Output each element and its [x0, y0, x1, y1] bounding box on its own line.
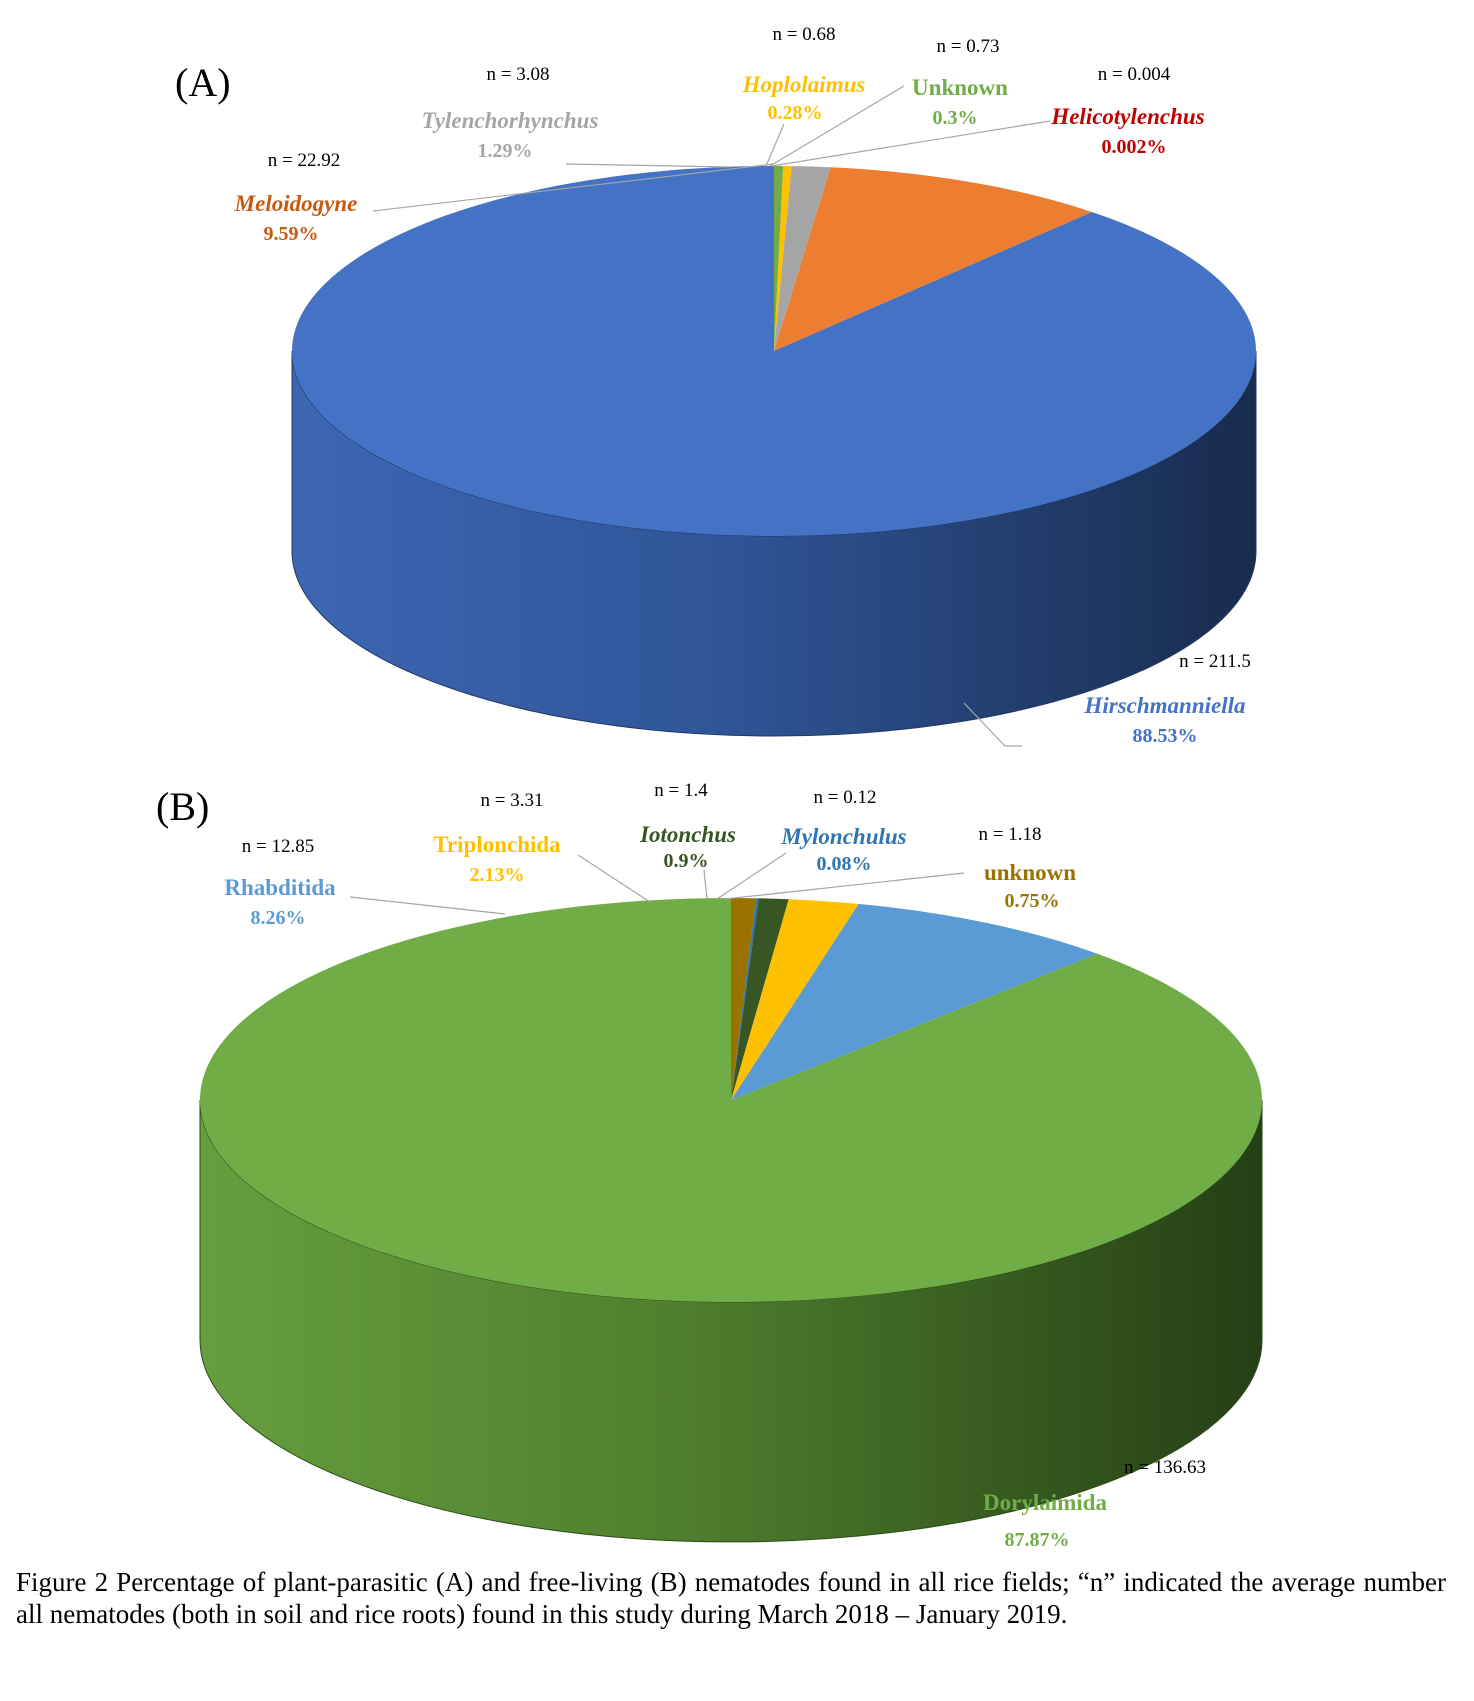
figure-canvas: (A) n = 22.92 Meloidogyne 9.59% n = 3.08… [156, 24, 1263, 1551]
figure-caption: Figure 2 Percentage of plant-parasitic (… [16, 1567, 1446, 1629]
n-label-mylonchulus: n = 0.12 [814, 787, 877, 808]
name-label-unknown-a: Unknown [912, 75, 1008, 100]
pie-slice-meloidogyne [774, 167, 1092, 351]
n-label-dorylaimida: n = 136.63 [1124, 1457, 1206, 1478]
pie-slice-rhabditida [731, 903, 1098, 1100]
pie-chart-a: (A) n = 22.92 Meloidogyne 9.59% n = 3.08… [175, 24, 1257, 747]
pie-b-body [199, 898, 1263, 1543]
leader-hoplolaimus [765, 123, 785, 167]
pie-slice-iotonchus [731, 898, 789, 1100]
leader-iotonchus [703, 869, 708, 900]
pie-slice-unknown [731, 898, 757, 1100]
name-label-hoplolaimus: Hoplolaimus [742, 72, 866, 97]
name-label-triplonchida: Triplonchida [433, 832, 561, 857]
pct-label-mylonchulus: 0.08% [817, 853, 872, 875]
name-label-mylonchulus: Mylonchulus [780, 824, 906, 849]
pie-slice-hoplolaimus [774, 166, 792, 351]
pie-side-wall [199, 1099, 1263, 1543]
n-label-unknown-a: n = 0.73 [937, 36, 1000, 57]
n-label-hirschmanniella: n = 211.5 [1179, 651, 1251, 672]
pct-label-iotonchus: 0.9% [664, 850, 709, 872]
leader-mylonchulus [716, 852, 787, 900]
pct-label-hoplolaimus: 0.28% [768, 102, 823, 124]
pct-label-unknown-b: 0.75% [1005, 890, 1060, 912]
name-label-iotonchus: Iotonchus [639, 822, 736, 847]
n-label-iotonchus: n = 1.4 [654, 780, 708, 801]
pie-slice-mylonchulus [731, 898, 759, 1100]
n-label-meloidogyne: n = 22.92 [268, 150, 340, 171]
name-label-hirschmanniella: Hirschmanniella [1083, 693, 1245, 718]
leader-meloidogyne [372, 163, 775, 212]
leader-rhabditida [349, 896, 506, 915]
n-label-helicotylenchus: n = 0.004 [1098, 64, 1171, 85]
pie-slice-dorylaimida [200, 898, 1263, 1302]
name-label-rhabditida: Rhabditida [224, 875, 336, 900]
leader-hirschmanniella [963, 702, 1022, 747]
name-label-helicotylenchus: Helicotylenchus [1050, 104, 1204, 129]
pct-label-hirschmanniella: 88.53% [1133, 725, 1198, 747]
panel-label-a: (A) [175, 60, 231, 105]
leader-unknown-b [724, 872, 965, 900]
name-label-tylenchorhynchus: Tylenchorhynchus [422, 108, 599, 133]
pct-label-rhabditida: 8.26% [251, 907, 306, 929]
n-label-triplonchida: n = 3.31 [481, 790, 544, 811]
pie-chart-b: (B) n = 12.85 Rhabditida 8.26% n = 3.31 … [156, 780, 1263, 1551]
pct-label-meloidogyne: 9.59% [264, 223, 319, 245]
name-label-meloidogyne: Meloidogyne [234, 191, 358, 216]
pie-slice-tylenchorhynchus [774, 166, 831, 351]
n-label-unknown-b: n = 1.18 [979, 824, 1042, 845]
n-label-tylenchorhynchus: n = 3.08 [487, 64, 550, 85]
pct-label-dorylaimida: 87.87% [1005, 1529, 1070, 1551]
leader-unknown [769, 85, 905, 167]
n-label-rhabditida: n = 12.85 [242, 836, 314, 857]
leader-triplonchida [577, 854, 651, 903]
pct-label-tylenchorhynchus: 1.29% [478, 140, 533, 162]
pct-label-unknown-a: 0.3% [933, 107, 978, 129]
pie-slice-triplonchida [731, 899, 859, 1100]
n-label-hoplolaimus: n = 0.68 [773, 24, 836, 45]
pct-label-triplonchida: 2.13% [470, 864, 525, 886]
name-label-dorylaimida: Dorylaimida [983, 1490, 1107, 1515]
leader-tylenchorhynchus [565, 163, 731, 168]
panel-label-b: (B) [156, 784, 209, 829]
pie-slice-unknown [774, 166, 784, 351]
name-label-unknown-b: unknown [984, 860, 1076, 885]
pct-label-helicotylenchus: 0.002% [1102, 136, 1167, 158]
pie-slice-hirschmanniella [292, 166, 1257, 536]
leader-helicotylenchus [771, 120, 1051, 167]
pie-a-body [291, 166, 1257, 737]
